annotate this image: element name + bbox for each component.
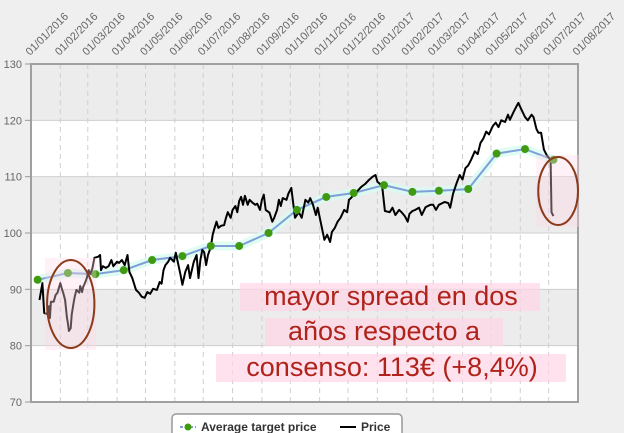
average-target-price-point xyxy=(91,270,100,279)
average-target-price-point xyxy=(264,229,273,237)
annotation-circle-highlight xyxy=(45,258,97,350)
average-target-price-point xyxy=(349,189,358,198)
annotation-circle xyxy=(46,259,96,349)
annotation-highlight xyxy=(265,318,503,346)
legend-item-average-target-price[interactable]: Average target price xyxy=(180,420,317,433)
plot-band xyxy=(31,64,578,121)
y-tick-label: 100 xyxy=(4,228,22,240)
annotation-line-3: consenso: 113€ (+8,4%) xyxy=(246,352,537,382)
average-target-price-point xyxy=(434,186,443,195)
y-tick-label: 120 xyxy=(4,115,22,127)
legend-label: Average target price xyxy=(201,420,317,433)
annotation-circle xyxy=(537,156,579,226)
annotation-circle-highlight xyxy=(536,155,580,227)
y-tick-label: 90 xyxy=(10,284,22,296)
legend[interactable]: Average target price Price xyxy=(171,413,403,433)
annotation-text: mayor spread en dos años respecto a cons… xyxy=(246,281,537,382)
annotation-line-2: años respecto a xyxy=(288,316,481,346)
average-target-price-point xyxy=(379,181,388,190)
average-target-price-point xyxy=(63,268,72,277)
price-line xyxy=(38,101,555,332)
y-tick-label: 130 xyxy=(4,59,22,71)
y-axis-ticks: 70 80 90 100 110 120 130 xyxy=(4,59,31,409)
x-axis-ticks: 01/01/201601/02/201601/03/201601/04/2016… xyxy=(24,11,618,58)
average-target-price-point xyxy=(206,241,215,250)
y-tick-label: 110 xyxy=(4,172,22,184)
average-target-price-point xyxy=(492,149,501,158)
y-tick-label: 80 xyxy=(10,341,22,353)
average-target-price-point xyxy=(292,205,301,214)
annotation-highlight xyxy=(216,354,566,382)
legend-item-price[interactable]: Price xyxy=(340,420,391,433)
average-target-price-point xyxy=(178,252,187,261)
annotation-highlight xyxy=(240,283,540,311)
average-target-price-point xyxy=(235,241,244,250)
average-target-price-point xyxy=(148,256,157,265)
annotation-circles xyxy=(45,155,580,350)
average-target-price-point xyxy=(33,275,42,284)
average-target-price-point xyxy=(408,187,417,196)
legend-marker xyxy=(184,423,192,431)
annotation-highlights xyxy=(216,283,566,382)
average-target-price-point xyxy=(521,145,530,154)
y-tick-label: 70 xyxy=(10,397,22,409)
average-target-price-point xyxy=(464,185,473,194)
average-target-price-point xyxy=(119,266,128,275)
legend-label: Price xyxy=(361,420,391,433)
annotation-line-1: mayor spread en dos xyxy=(264,281,518,311)
average-target-price-point xyxy=(322,192,331,201)
series-layer xyxy=(33,101,558,332)
